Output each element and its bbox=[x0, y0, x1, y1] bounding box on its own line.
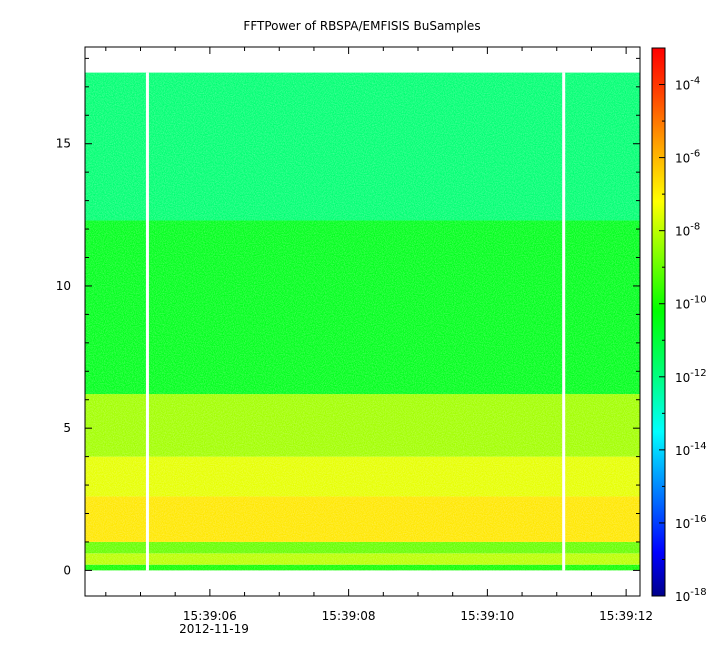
y-axis: 0 5 10 15 bbox=[56, 57, 640, 577]
colorbar: 10-4 10-6 10-8 10-10 10-12 10-14 10-16 10-18 bbox=[651, 47, 707, 604]
colorbar-tick-label: 10-12 bbox=[675, 368, 707, 385]
colorbar-tick-label: 10-8 bbox=[675, 222, 700, 239]
y-tick-label: 0 bbox=[63, 563, 71, 577]
plot-frame bbox=[84, 46, 641, 597]
colorbar-tick-label: 10-4 bbox=[675, 76, 700, 93]
x-tick-label: 15:39:10 bbox=[460, 609, 514, 623]
colorbar-tick-label: 10-18 bbox=[675, 587, 707, 604]
x-tick-label: 15:39:08 bbox=[322, 609, 376, 623]
colorbar-tick-label: 10-16 bbox=[675, 514, 707, 531]
chart-title: FFTPower of RBSPA/EMFISIS BuSamples bbox=[243, 19, 480, 33]
colorbar-tick-label: 10-14 bbox=[675, 441, 707, 458]
x-tick-label: 15:39:06 bbox=[183, 609, 237, 623]
x-axis: 15:39:06 15:39:08 15:39:10 15:39:12 bbox=[105, 47, 653, 623]
data-gap bbox=[145, 72, 149, 571]
colorbar-tick-label: 10-10 bbox=[675, 295, 707, 312]
colorbar-ticks: 10-4 10-6 10-8 10-10 10-12 10-14 10-16 10-18 bbox=[659, 47, 707, 604]
x-date-label: 2012-11-19 bbox=[179, 622, 249, 636]
plot-area bbox=[84, 46, 641, 597]
colorbar-gradient bbox=[651, 47, 666, 597]
noise-texture bbox=[85, 72, 640, 571]
x-tick-label: 15:39:12 bbox=[599, 609, 653, 623]
data-gaps bbox=[145, 72, 566, 571]
y-tick-label: 10 bbox=[56, 279, 71, 293]
y-tick-label: 5 bbox=[63, 421, 71, 435]
data-gap bbox=[562, 72, 566, 571]
colorbar-tick-label: 10-6 bbox=[675, 149, 700, 166]
y-tick-label: 15 bbox=[56, 137, 71, 151]
